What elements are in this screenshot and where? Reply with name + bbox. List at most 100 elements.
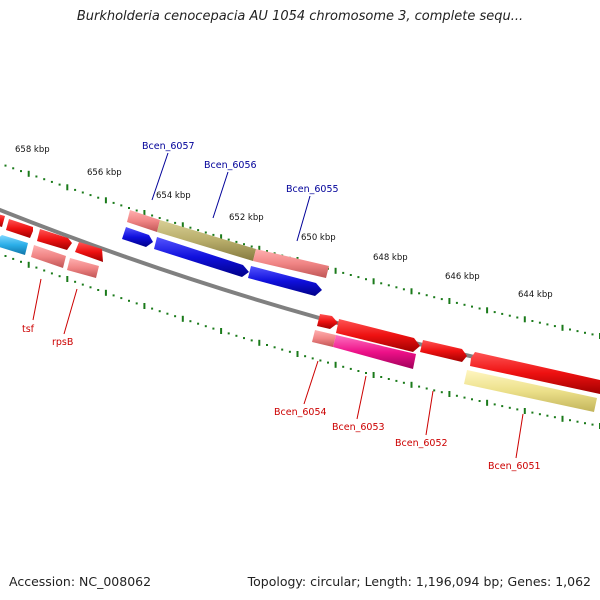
gene-arrow-red[interactable] [75, 242, 103, 262]
accession-text: Accession: NC_008062 [9, 574, 152, 589]
tick-mark [349, 274, 352, 276]
tick-mark [365, 278, 367, 281]
kbp-label: 644 kbp [518, 290, 553, 300]
tick-mark [523, 408, 526, 414]
tick-mark [4, 255, 7, 257]
tick-mark [433, 389, 436, 392]
tick-mark [561, 324, 564, 331]
gene-block-pink[interactable] [31, 245, 66, 268]
gene-block-yellow[interactable] [464, 370, 597, 412]
gene-label-bcen-6055[interactable]: Bcen_6055 [286, 184, 339, 195]
tick-mark [181, 222, 184, 229]
tick-mark [342, 365, 345, 368]
tick-mark [151, 214, 154, 217]
tick-mark [508, 314, 511, 317]
tick-mark [58, 275, 61, 278]
gene-block-pink[interactable] [253, 249, 329, 278]
kbp-label: 652 kbp [229, 213, 264, 223]
tick-mark [380, 376, 383, 378]
tick-mark [258, 339, 261, 346]
tick-mark [531, 320, 534, 322]
gene-block-pink[interactable] [312, 330, 336, 347]
tick-mark [128, 299, 130, 302]
tick-mark [319, 359, 322, 362]
gene-arrow-red[interactable] [37, 229, 72, 250]
tick-mark [531, 411, 534, 414]
tick-mark [97, 289, 100, 291]
forward-strand-features[interactable] [0, 210, 600, 394]
tick-mark [35, 175, 38, 178]
gene-arrow-red[interactable] [0, 214, 5, 227]
tick-mark [569, 328, 571, 331]
tick-mark [304, 355, 307, 358]
tick-mark [197, 229, 200, 232]
gene-block-pink[interactable] [67, 258, 99, 278]
gene-arrow-red[interactable] [6, 219, 33, 238]
gene-label-bcen-6053[interactable]: Bcen_6053 [332, 422, 385, 433]
gene-block-olive[interactable] [157, 220, 256, 261]
tick-mark [471, 305, 473, 308]
tick-mark [486, 307, 489, 314]
tick-mark [372, 372, 375, 378]
tick-mark [288, 350, 291, 353]
tick-mark [189, 320, 192, 323]
tick-mark [81, 191, 84, 194]
tick-mark [273, 252, 276, 255]
tick-mark [576, 420, 579, 423]
tick-mark [43, 178, 46, 181]
gene-labels-bottom: tsf rpsB Bcen_6054 Bcen_6053 Bcen_6052 B… [22, 324, 541, 472]
tick-mark [235, 240, 238, 243]
tick-mark [181, 315, 184, 322]
tick-mark [250, 245, 253, 248]
gene-arrow-blue[interactable] [154, 237, 249, 277]
map-title: Burkholderia cenocepacia AU 1054 chromos… [76, 9, 524, 24]
tick-mark [266, 250, 268, 253]
tick-mark [250, 339, 253, 342]
tick-mark [591, 423, 594, 426]
tick-mark [227, 238, 230, 241]
gene-block-magenta[interactable] [333, 335, 416, 369]
kbp-label: 656 kbp [87, 168, 122, 178]
tick-track-inner [4, 255, 600, 429]
gene-arrow-red[interactable] [470, 352, 600, 394]
tick-mark [74, 280, 77, 283]
gene-labels-top: Bcen_6057 Bcen_6056 Bcen_6055 [142, 141, 339, 195]
gene-label-bcen-6057[interactable]: Bcen_6057 [142, 141, 195, 152]
tick-mark [50, 272, 53, 275]
kbp-labels: 658 kbp 656 kbp 654 kbp 652 kbp 650 kbp … [15, 145, 553, 300]
tick-mark [212, 327, 215, 330]
tick-mark [591, 333, 594, 336]
tick-mark [463, 396, 466, 399]
leader-lines-top [151, 152, 311, 242]
reverse-strand-features[interactable] [0, 227, 597, 412]
tick-mark [135, 302, 138, 305]
tick-mark [365, 372, 367, 374]
tick-mark [334, 267, 337, 274]
tick-mark [12, 257, 15, 260]
tick-mark [258, 245, 261, 252]
gene-arrow-cyan[interactable] [0, 235, 28, 255]
gene-arrow-red[interactable] [317, 314, 338, 329]
tick-mark [553, 325, 556, 328]
gene-label-bcen-6054[interactable]: Bcen_6054 [274, 407, 327, 418]
gene-label-rpsb[interactable]: rpsB [52, 337, 73, 348]
tick-mark [501, 312, 504, 315]
gene-label-bcen-6052[interactable]: Bcen_6052 [395, 438, 448, 449]
tick-mark [174, 221, 177, 224]
tick-mark [508, 406, 511, 409]
gene-block-pink[interactable] [127, 210, 160, 232]
gene-arrow-red[interactable] [336, 319, 420, 352]
gene-arrow-red[interactable] [420, 340, 467, 362]
tick-mark [166, 219, 169, 222]
gene-arrow-blue[interactable] [248, 266, 322, 296]
gene-arrow-blue[interactable] [122, 227, 153, 247]
gene-label-bcen-6051[interactable]: Bcen_6051 [488, 461, 541, 472]
genome-backbone [0, 207, 600, 385]
tick-mark [220, 328, 223, 334]
tick-mark [12, 167, 15, 170]
tick-mark [66, 276, 69, 282]
tick-mark [243, 243, 245, 246]
gene-label-tsf[interactable]: tsf [22, 324, 35, 335]
gene-label-bcen-6056[interactable]: Bcen_6056 [204, 160, 257, 171]
